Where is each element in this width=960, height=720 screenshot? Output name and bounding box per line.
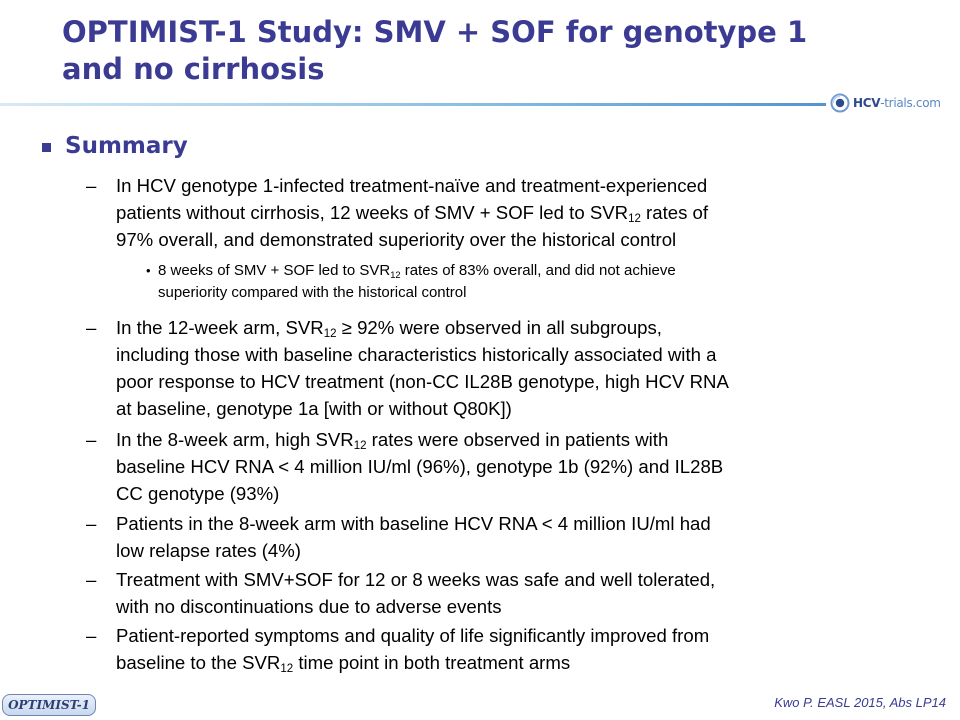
bullet-text: Patients in the 8-week arm with baseline… [116,513,711,561]
dash-bullet: – [86,569,97,590]
bullet-text: In HCV genotype 1-infected treatment-naï… [116,175,709,250]
dash-bullet: – [86,429,97,450]
hcv-trials-logo-icon [830,93,850,113]
bullet-text: Treatment with SMV+SOF for 12 or 8 weeks… [116,569,716,617]
slide-title: OPTIMIST-1 Study: SMV + SOF for genotype… [62,14,922,88]
sub-bullet-text: 8 weeks of SMV + SOF led to SVR12 rates … [158,262,676,301]
study-tag-badge: OPTIMIST-1 [2,694,96,716]
square-bullet-icon [42,142,51,152]
summary-heading: Summary [42,133,188,159]
bullet-text: Patient-reported symptoms and quality of… [116,625,710,675]
citation: Kwo P. EASL 2015, Abs LP14 [774,695,946,710]
dash-bullet: – [86,513,97,534]
dash-bullet: – [86,317,97,338]
dash-bullet: – [86,175,97,196]
header-divider [0,103,960,106]
dot-bullet: • [146,263,151,278]
bullet-text: In the 8-week arm, high SVR12 rates were… [116,429,724,504]
logo-text: HCV-trials.com [853,96,941,110]
section-heading: Summary [65,133,188,159]
hcv-trials-logo: HCV-trials.com [826,88,960,118]
bullet-text: In the 12-week arm, SVR12 ≥ 92% were obs… [116,317,729,419]
title-line-2: and no cirrhosis [62,52,325,86]
title-line-1: OPTIMIST-1 Study: SMV + SOF for genotype… [62,15,808,49]
dash-bullet: – [86,625,97,646]
